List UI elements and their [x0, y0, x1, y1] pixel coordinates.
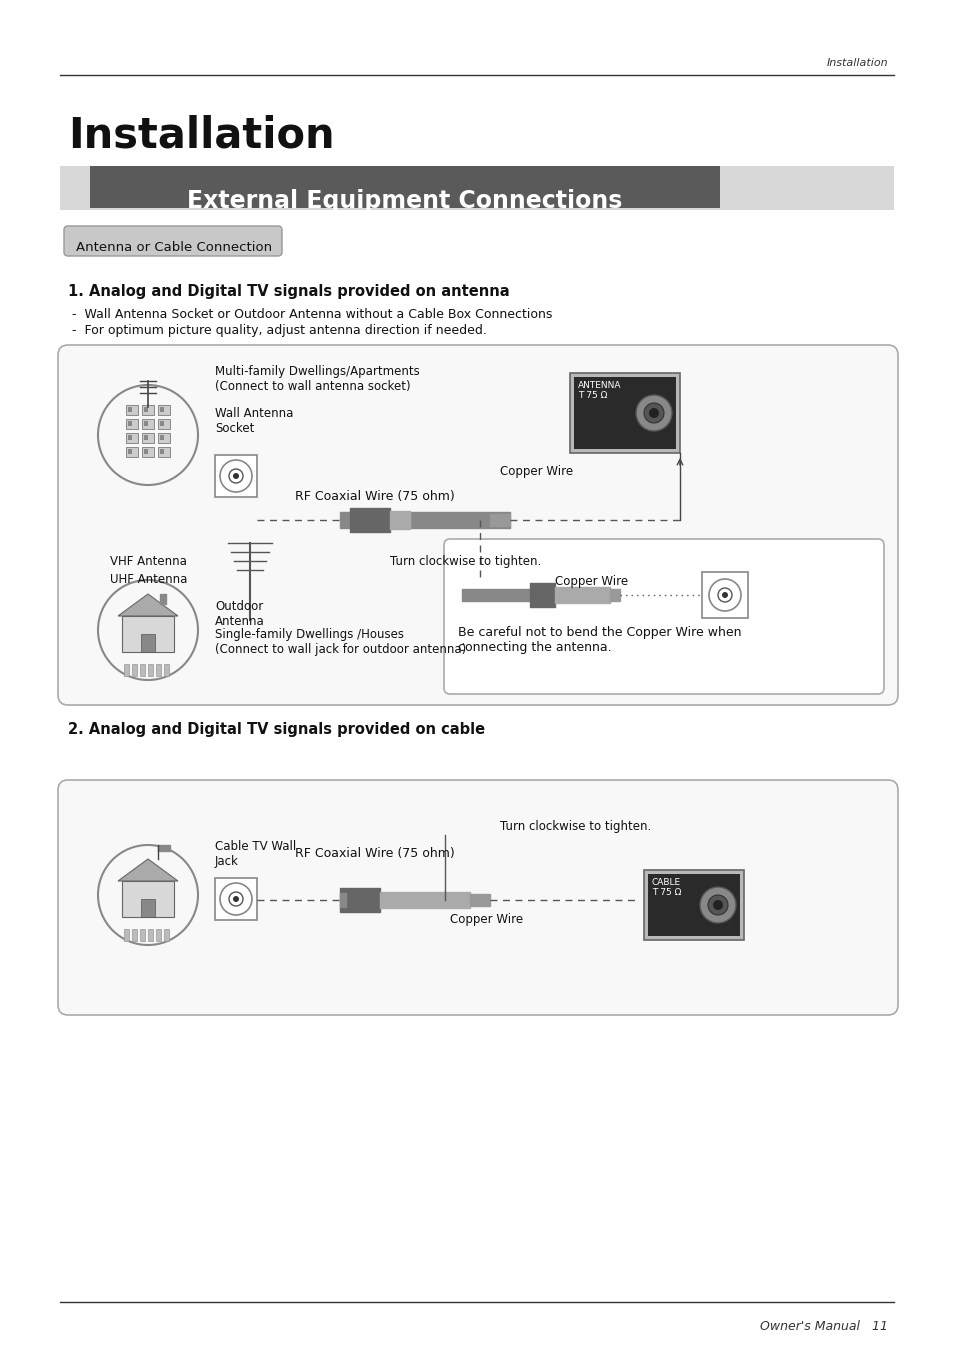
Text: CABLE
T 75 Ω: CABLE T 75 Ω [651, 878, 680, 897]
Bar [128, 435, 132, 440]
Bar [144, 422, 148, 426]
Text: -  For optimum picture quality, adjust antenna direction if needed.: - For optimum picture quality, adjust an… [71, 324, 486, 336]
Text: Turn clockwise to tighten.: Turn clockwise to tighten. [390, 555, 540, 567]
Text: RF Coaxial Wire (75 ohm): RF Coaxial Wire (75 ohm) [294, 847, 455, 861]
Text: Wall Antenna
Socket: Wall Antenna Socket [214, 407, 294, 435]
Bar [141, 634, 154, 653]
Polygon shape [118, 859, 178, 881]
Bar [132, 929, 137, 942]
Circle shape [643, 403, 663, 423]
FancyBboxPatch shape [64, 226, 282, 255]
Bar [164, 663, 169, 676]
Text: Multi-family Dwellings/Apartments
(Connect to wall antenna socket): Multi-family Dwellings/Apartments (Conne… [214, 365, 419, 393]
Bar [160, 407, 164, 412]
FancyBboxPatch shape [90, 166, 720, 208]
Bar [124, 929, 129, 942]
Bar [142, 405, 153, 415]
Text: ANTENNA
T 75 Ω: ANTENNA T 75 Ω [578, 381, 620, 400]
Circle shape [233, 473, 239, 480]
Text: Copper Wire: Copper Wire [499, 465, 573, 478]
Bar [701, 571, 747, 617]
Circle shape [233, 896, 239, 902]
Text: Be careful not to bend the Copper Wire when
connecting the antenna.: Be careful not to bend the Copper Wire w… [457, 626, 740, 654]
Bar [142, 434, 153, 443]
Bar [140, 663, 145, 676]
Bar [214, 455, 256, 497]
Bar [574, 377, 676, 449]
Bar [142, 447, 153, 457]
Bar [126, 405, 138, 415]
Bar [132, 663, 137, 676]
FancyBboxPatch shape [443, 539, 883, 694]
Circle shape [707, 894, 727, 915]
Bar [569, 373, 679, 453]
Text: External Equipment Connections: External Equipment Connections [187, 189, 622, 213]
Bar [60, 166, 893, 209]
Bar [643, 870, 743, 940]
Circle shape [648, 408, 659, 417]
Text: 1. Analog and Digital TV signals provided on antenna: 1. Analog and Digital TV signals provide… [68, 284, 509, 299]
Bar [144, 435, 148, 440]
Text: Single-family Dwellings /Houses
(Connect to wall jack for outdoor antenna): Single-family Dwellings /Houses (Connect… [214, 628, 466, 657]
Text: Copper Wire: Copper Wire [555, 576, 627, 588]
Bar [160, 435, 164, 440]
Text: VHF Antenna: VHF Antenna [110, 555, 187, 567]
Bar [158, 405, 170, 415]
Bar [156, 929, 161, 942]
Bar [122, 616, 173, 653]
Bar [128, 422, 132, 426]
Bar [144, 407, 148, 412]
Circle shape [700, 888, 735, 923]
Text: UHF Antenna: UHF Antenna [110, 573, 187, 586]
Bar [126, 434, 138, 443]
Bar [160, 422, 164, 426]
Bar [142, 419, 153, 430]
Text: Cable TV Wall
Jack: Cable TV Wall Jack [214, 840, 296, 867]
Text: Outdoor
Antenna: Outdoor Antenna [214, 600, 265, 628]
Bar [158, 419, 170, 430]
Bar [122, 881, 173, 917]
Text: -  Wall Antenna Socket or Outdoor Antenna without a Cable Box Connections: - Wall Antenna Socket or Outdoor Antenna… [71, 308, 552, 322]
Bar [126, 419, 138, 430]
Bar [158, 434, 170, 443]
Bar [141, 898, 154, 917]
Text: Antenna or Cable Connection: Antenna or Cable Connection [76, 240, 272, 254]
Text: 2. Analog and Digital TV signals provided on cable: 2. Analog and Digital TV signals provide… [68, 721, 485, 738]
Text: Installation: Installation [68, 115, 335, 157]
Bar [647, 874, 740, 936]
Bar [158, 447, 170, 457]
Text: Installation: Installation [825, 58, 887, 68]
Text: Turn clockwise to tighten.: Turn clockwise to tighten. [499, 820, 651, 834]
Bar [128, 407, 132, 412]
Text: RF Coaxial Wire (75 ohm): RF Coaxial Wire (75 ohm) [294, 490, 455, 503]
Bar [126, 447, 138, 457]
Circle shape [721, 592, 727, 598]
Text: Owner's Manual   11: Owner's Manual 11 [760, 1320, 887, 1333]
Bar [164, 929, 169, 942]
FancyBboxPatch shape [58, 780, 897, 1015]
Bar [140, 929, 145, 942]
Bar [124, 663, 129, 676]
Circle shape [636, 394, 671, 431]
Bar [214, 878, 256, 920]
Circle shape [712, 900, 722, 911]
Bar [144, 449, 148, 454]
Bar [156, 663, 161, 676]
Bar [160, 449, 164, 454]
Bar [148, 929, 152, 942]
Bar [128, 449, 132, 454]
Polygon shape [118, 594, 178, 616]
FancyBboxPatch shape [58, 345, 897, 705]
Text: Copper Wire: Copper Wire [450, 913, 522, 925]
Bar [148, 663, 152, 676]
